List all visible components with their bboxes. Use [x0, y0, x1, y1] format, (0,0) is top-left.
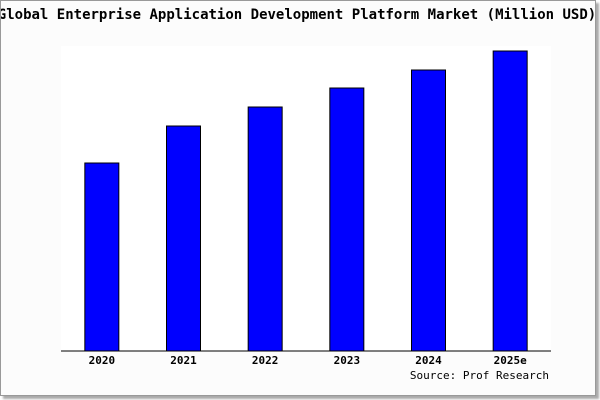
chart: Global Enterprise Application Developmen…	[1, 7, 595, 382]
source-note: Source: Prof Research	[410, 369, 549, 382]
x-tick-label: 2024	[415, 354, 442, 367]
x-tick-label: 2025e	[494, 354, 527, 367]
bar	[166, 125, 201, 352]
x-tick-label: 2021	[170, 354, 197, 367]
bar	[411, 69, 446, 352]
x-tick-label: 2023	[334, 354, 361, 367]
bar	[329, 87, 365, 352]
x-tick-label: 2022	[252, 354, 279, 367]
x-tick-label: 2020	[89, 354, 116, 367]
bar	[84, 162, 120, 352]
bar	[492, 50, 528, 352]
chart-title: Global Enterprise Application Developmen…	[1, 7, 595, 23]
bar	[247, 106, 283, 352]
plot-area	[61, 46, 551, 351]
